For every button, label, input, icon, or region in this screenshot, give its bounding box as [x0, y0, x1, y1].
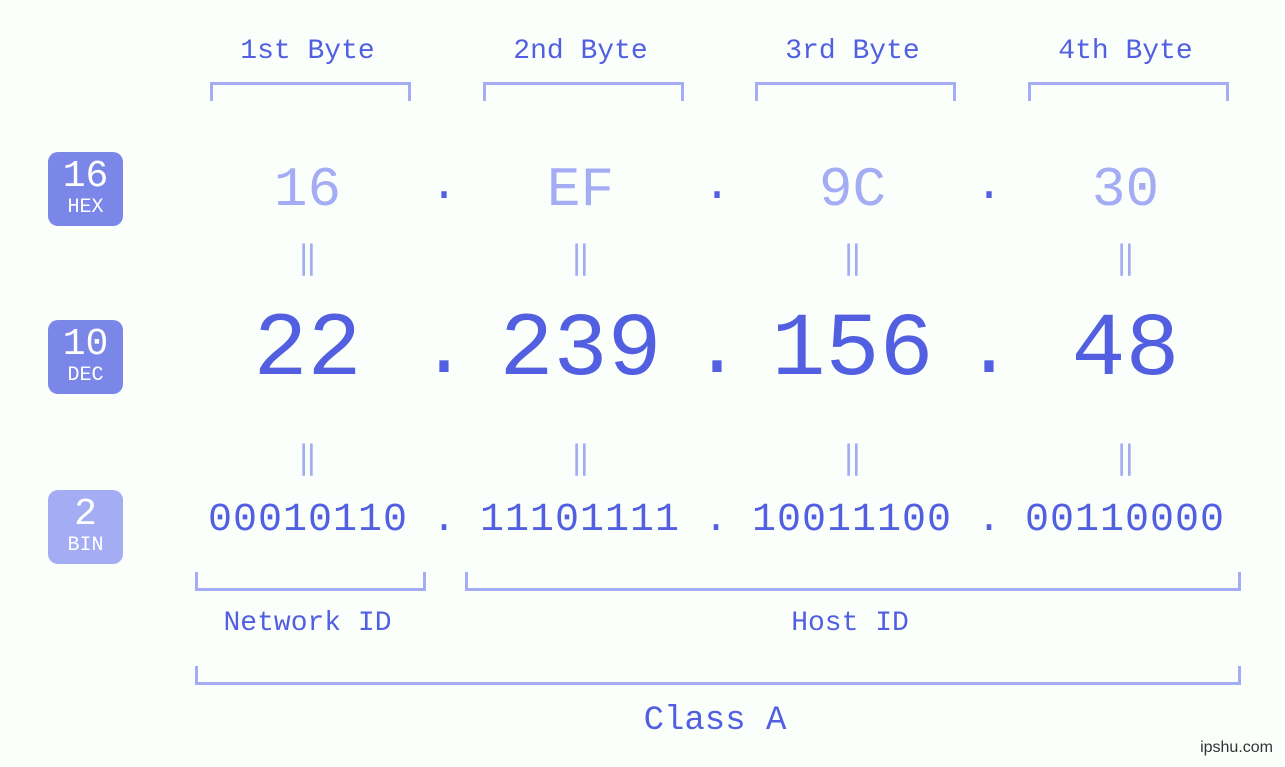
badge-bin-label: BIN — [48, 536, 123, 556]
bin-dot-1: . — [428, 498, 460, 543]
badge-dec: 10 DEC — [48, 320, 123, 394]
byte-header-2: 2nd Byte — [478, 36, 683, 67]
equals-dec-bin-1: ‖ — [205, 438, 410, 478]
watermark: ipshu.com — [1200, 739, 1273, 757]
dec-dot-3: . — [955, 306, 1023, 397]
hex-byte-4: 30 — [1023, 158, 1228, 222]
byte-header-3: 3rd Byte — [750, 36, 955, 67]
equals-hex-dec-1: ‖ — [205, 238, 410, 278]
equals-hex-dec-2: ‖ — [478, 238, 683, 278]
byte-bracket-3 — [755, 82, 956, 101]
bin-byte-2: 11101111 — [460, 498, 700, 543]
bin-byte-4: 00110000 — [1005, 498, 1245, 543]
byte-header-4: 4th Byte — [1023, 36, 1228, 67]
badge-hex-number: 16 — [48, 158, 123, 196]
equals-hex-dec-4: ‖ — [1023, 238, 1228, 278]
byte-bracket-4 — [1028, 82, 1229, 101]
byte-bracket-2 — [483, 82, 684, 101]
byte-header-1: 1st Byte — [205, 36, 410, 67]
badge-bin: 2 BIN — [48, 490, 123, 564]
dec-byte-3: 156 — [750, 300, 955, 402]
hex-dot-1: . — [410, 160, 478, 212]
hex-byte-1: 16 — [205, 158, 410, 222]
bin-byte-3: 10011100 — [732, 498, 972, 543]
bin-dot-2: . — [700, 498, 732, 543]
dec-byte-4: 48 — [1023, 300, 1228, 402]
host-id-bracket — [465, 572, 1241, 591]
host-id-label: Host ID — [465, 608, 1235, 639]
class-bracket — [195, 666, 1241, 685]
hex-dot-2: . — [683, 160, 751, 212]
dec-byte-2: 239 — [478, 300, 683, 402]
dec-byte-1: 22 — [205, 300, 410, 402]
badge-hex-label: HEX — [48, 198, 123, 218]
badge-hex: 16 HEX — [48, 152, 123, 226]
equals-dec-bin-2: ‖ — [478, 438, 683, 478]
bin-byte-1: 00010110 — [188, 498, 428, 543]
network-id-bracket — [195, 572, 426, 591]
byte-bracket-1 — [210, 82, 411, 101]
class-label: Class A — [195, 702, 1235, 740]
bin-dot-3: . — [973, 498, 1005, 543]
equals-dec-bin-4: ‖ — [1023, 438, 1228, 478]
hex-dot-3: . — [955, 160, 1023, 212]
hex-byte-3: 9C — [750, 158, 955, 222]
equals-dec-bin-3: ‖ — [750, 438, 955, 478]
network-id-label: Network ID — [195, 608, 420, 639]
dec-dot-2: . — [683, 306, 751, 397]
equals-hex-dec-3: ‖ — [750, 238, 955, 278]
badge-dec-label: DEC — [48, 366, 123, 386]
ip-diagram: 1st Byte 2nd Byte 3rd Byte 4th Byte 16 H… — [0, 0, 1285, 767]
badge-dec-number: 10 — [48, 326, 123, 364]
hex-byte-2: EF — [478, 158, 683, 222]
badge-bin-number: 2 — [48, 496, 123, 534]
dec-dot-1: . — [410, 306, 478, 397]
